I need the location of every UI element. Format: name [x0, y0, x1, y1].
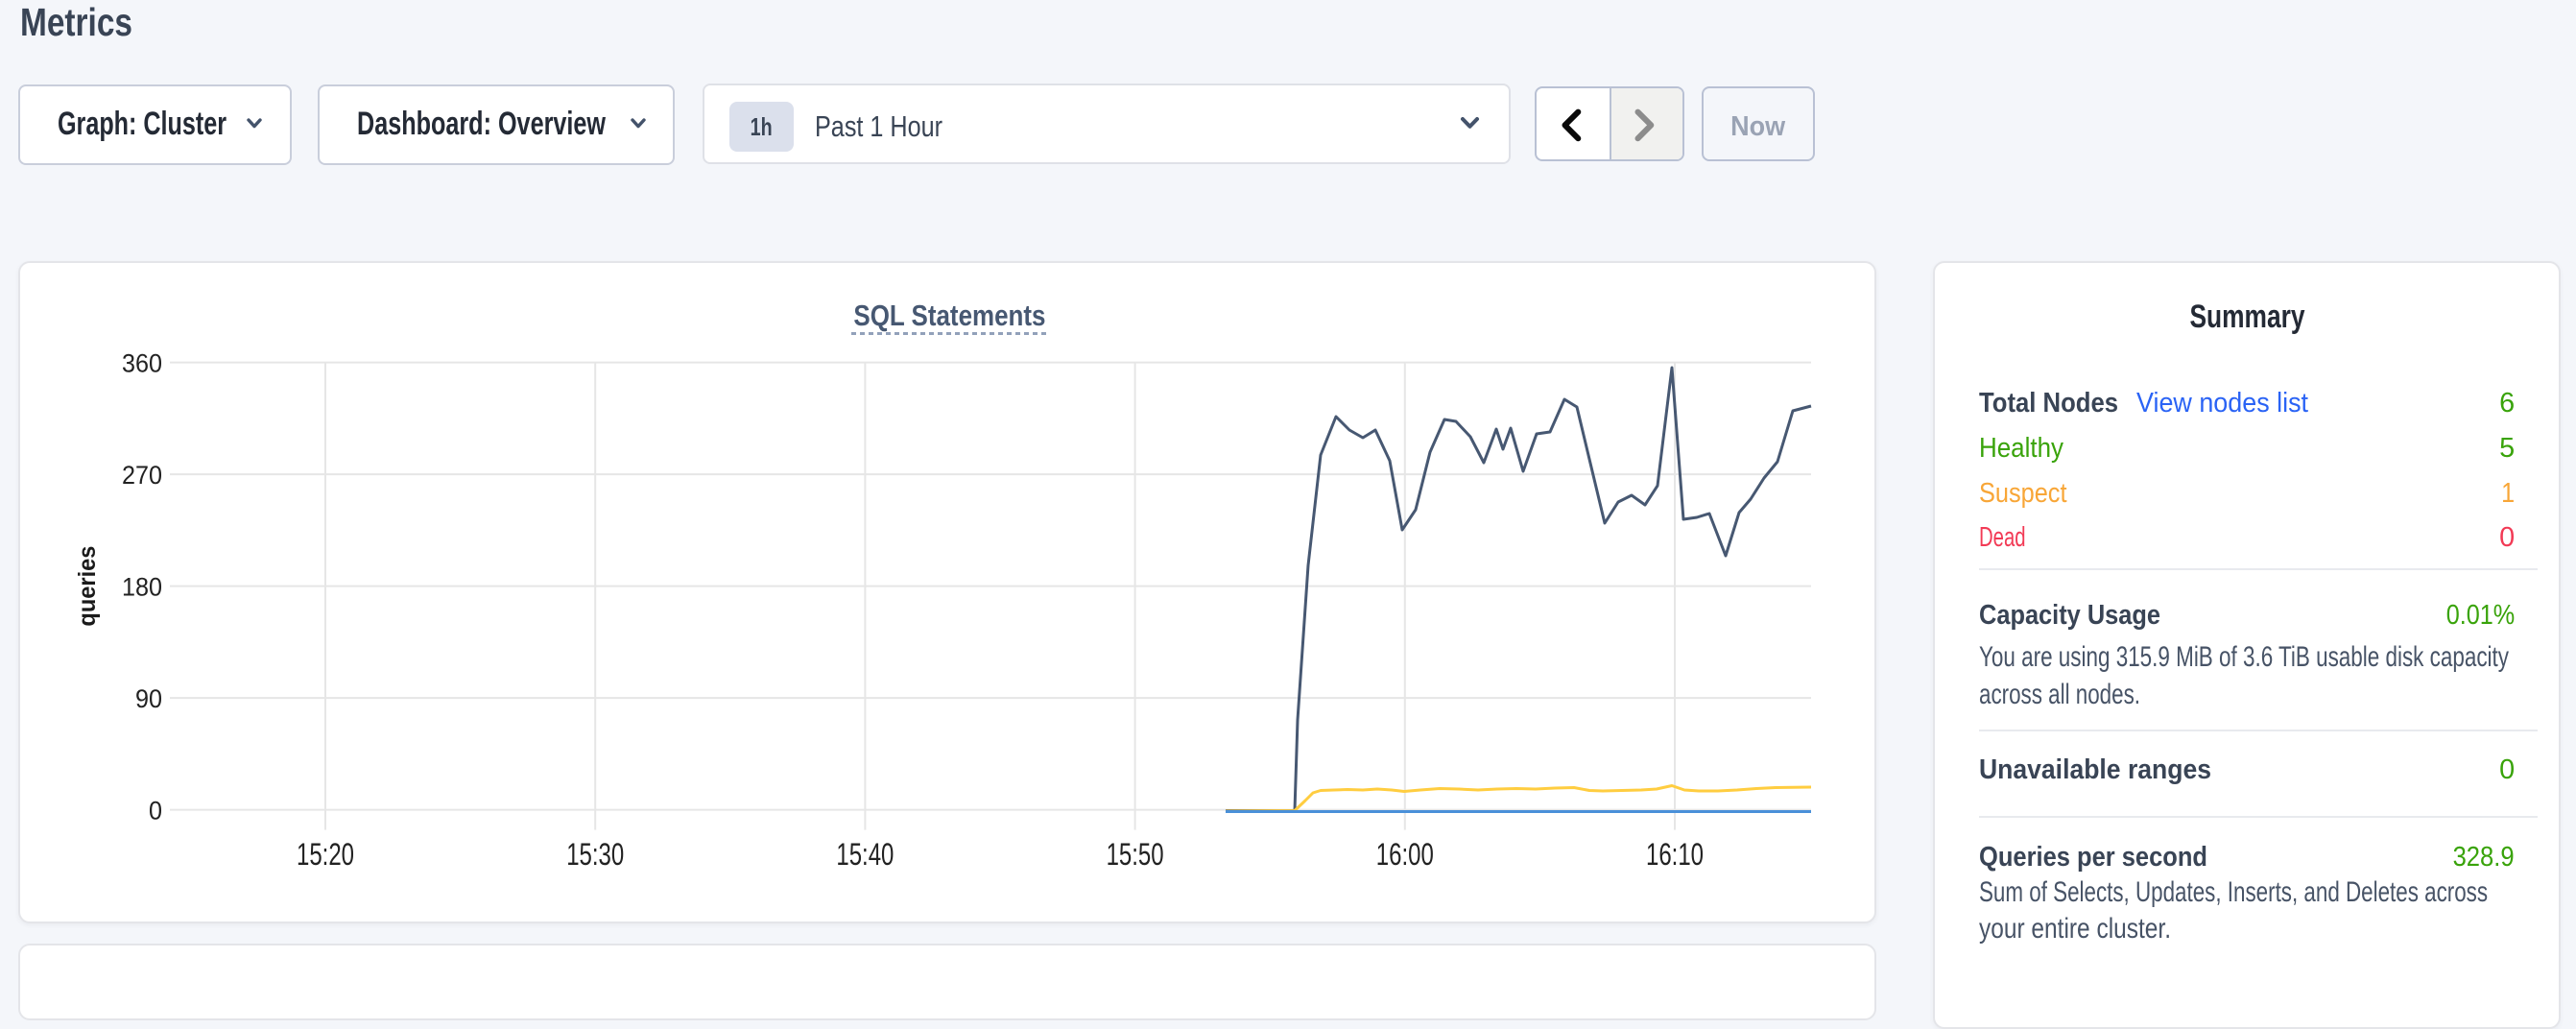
svg-text:16:10: 16:10	[1646, 837, 1704, 872]
svg-text:0: 0	[149, 796, 162, 825]
svg-text:15:40: 15:40	[836, 837, 894, 872]
svg-text:16:00: 16:00	[1376, 837, 1434, 872]
svg-text:15:20: 15:20	[297, 837, 354, 872]
svg-text:queries: queries	[74, 546, 101, 627]
svg-text:15:30: 15:30	[566, 837, 624, 872]
svg-text:180: 180	[122, 572, 162, 601]
svg-text:90: 90	[135, 684, 162, 713]
svg-text:270: 270	[122, 461, 162, 490]
svg-text:360: 360	[122, 348, 162, 377]
svg-text:15:50: 15:50	[1107, 837, 1164, 872]
